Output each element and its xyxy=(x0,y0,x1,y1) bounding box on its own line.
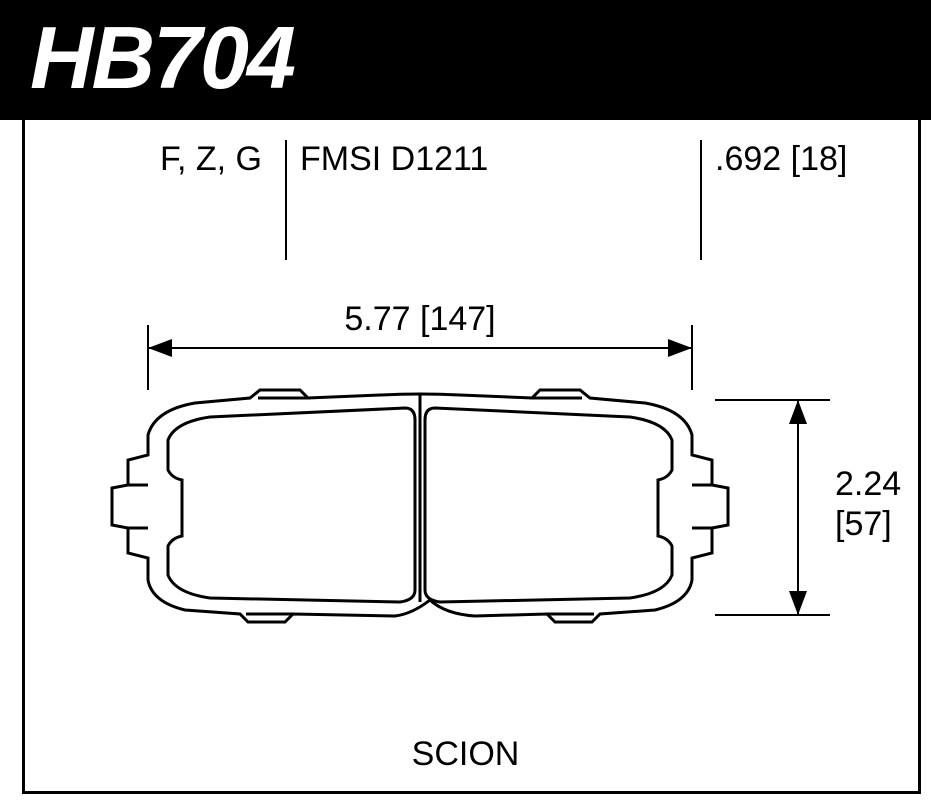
spec-row: F, Z, G FMSI D1211 .692 [18] xyxy=(0,140,931,280)
width-dim-label: 5.77 [147] xyxy=(344,300,495,338)
thickness-text: .692 [18] xyxy=(715,140,847,179)
spec-divider-2 xyxy=(700,140,702,260)
brake-pad-outline xyxy=(112,390,728,622)
spec-divider-1 xyxy=(285,140,287,260)
brand-label: SCION xyxy=(0,735,931,774)
height-dim-label-2: [57] xyxy=(835,505,892,543)
fmsi-text: FMSI D1211 xyxy=(300,140,488,179)
part-number-title: HB704 xyxy=(30,7,294,109)
diagram-area: 5.77 [147] 2.24 [57] xyxy=(0,290,931,730)
height-dim-label-1: 2.24 xyxy=(835,465,901,503)
height-dimension xyxy=(715,400,830,615)
brake-pad-diagram: 5.77 [147] 2.24 [57] xyxy=(0,290,931,730)
compounds-text: F, Z, G xyxy=(160,140,262,179)
header-bar: HB704 xyxy=(0,0,931,120)
